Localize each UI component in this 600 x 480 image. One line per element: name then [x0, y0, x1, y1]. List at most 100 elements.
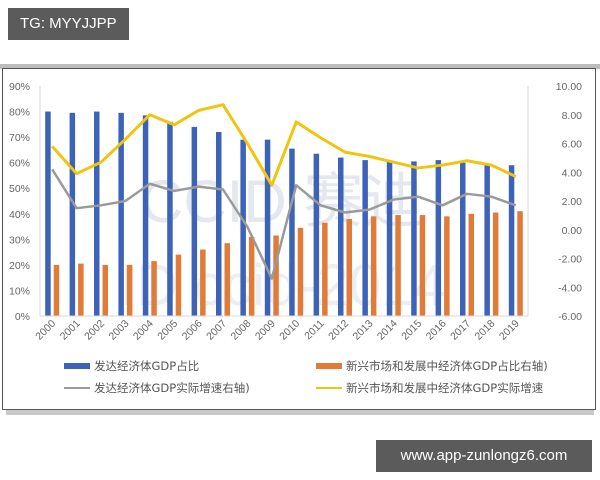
x-axis-tick: 2004: [131, 318, 156, 343]
left-axis-tick: 60%: [9, 158, 30, 170]
x-axis-tick: 2016: [424, 318, 449, 343]
left-axis-tick: 0%: [15, 311, 30, 323]
right-axis-tick: 10.00: [556, 81, 582, 93]
bar: [386, 161, 393, 316]
bar: [395, 215, 401, 316]
bar: [264, 139, 271, 316]
bar: [419, 215, 426, 316]
left-axis-tick: 30%: [9, 234, 30, 246]
left-axis-tick: 80%: [9, 107, 30, 119]
bar: [435, 160, 442, 316]
legend-label: 发达经济体GDP占比: [94, 359, 200, 373]
bar: [313, 153, 320, 316]
bar: [289, 148, 295, 316]
bar: [151, 261, 157, 316]
x-axis-tick: 2001: [58, 318, 83, 343]
bar: [53, 264, 60, 316]
top-divider: [0, 64, 600, 69]
bar: [167, 121, 173, 317]
x-axis-tick: 2011: [302, 318, 327, 343]
developed-growth-line: [51, 168, 517, 280]
bar: [142, 115, 149, 316]
legend-item-developed-share: 发达经济体GDP占比: [64, 358, 199, 374]
bar: [216, 132, 222, 316]
x-axis-tick: 2009: [253, 318, 278, 343]
left-y-axis: 0% 10% 20% 30% 40% 50% 60% 70% 80% 90%: [9, 81, 41, 323]
bar: [492, 212, 499, 316]
x-axis-tick: 2019: [497, 318, 522, 343]
bar: [444, 216, 450, 316]
left-axis-tick: 20%: [9, 260, 30, 272]
bar-series: [45, 111, 523, 317]
left-axis-tick: 50%: [9, 183, 30, 195]
bar: [240, 139, 246, 316]
bottom-divider: [6, 410, 594, 415]
x-axis-tick: 2005: [155, 318, 180, 343]
tag-badge: TG: MYYJJPP: [8, 8, 129, 40]
right-axis-tick: 4.00: [562, 167, 583, 179]
left-axis-tick: 90%: [9, 81, 30, 93]
bar: [126, 264, 133, 316]
x-axis-tick: 2010: [277, 318, 302, 343]
right-axis-tick: 6.00: [562, 139, 583, 151]
bar: [273, 235, 279, 316]
line-swatch-icon: [316, 387, 342, 389]
bar: [322, 222, 328, 316]
left-axis-tick: 40%: [9, 209, 30, 221]
bar: [175, 254, 182, 316]
right-axis-tick: -4.00: [558, 282, 582, 294]
bar: [94, 111, 100, 316]
x-axis: 2000 2001 2002 2003 2004 2005 2006 2007 2008 2009…: [33, 315, 528, 343]
bar: [118, 112, 124, 316]
right-y-axis: -6.00 -4.00 -2.00 0.00 2.00 4.00 6.00 8.00 10.00: [527, 81, 583, 323]
x-axis-tick: 2006: [180, 318, 205, 343]
bar: [517, 211, 523, 316]
bar: [508, 165, 515, 316]
bar: [468, 213, 474, 316]
bar: [224, 243, 230, 316]
bar: [69, 112, 76, 316]
x-axis-tick: 2002: [82, 318, 107, 343]
x-axis-tick: 2017: [448, 318, 473, 343]
bar: [484, 165, 490, 316]
x-axis-tick: 2012: [326, 318, 351, 343]
right-axis-tick: 8.00: [562, 110, 583, 122]
left-axis-tick: 10%: [9, 285, 30, 297]
bar: [297, 227, 304, 316]
right-axis-tick: 2.00: [562, 196, 583, 208]
legend-item-developed-growth: 发达经济体GDP实际增速右轴): [64, 380, 250, 396]
bar: [362, 160, 368, 316]
bar: [248, 236, 255, 316]
url-badge: www.app-zunlongz6.com: [376, 440, 592, 472]
bar-swatch-icon: [316, 363, 342, 369]
bar: [191, 126, 198, 316]
x-axis-tick: 2007: [204, 318, 229, 343]
bar: [78, 263, 84, 316]
right-axis-tick: -2.00: [558, 254, 582, 266]
emerging-growth-line: [51, 103, 517, 187]
x-axis-tick: 2015: [399, 318, 424, 343]
right-axis-tick: -6.00: [558, 311, 582, 323]
bar: [338, 157, 344, 316]
bar-swatch-icon: [64, 363, 90, 369]
bar: [411, 161, 417, 316]
legend-label: 发达经济体GDP实际增速右轴): [94, 381, 250, 395]
bar: [346, 218, 352, 316]
line-series: [51, 103, 517, 280]
chart-legend: 发达经济体GDP占比 新兴市场和发展中经济体GDP占比右轴) 发达经济体GDP实…: [0, 352, 600, 408]
legend-label: 新兴市场和发展中经济体GDP实际增速: [346, 381, 544, 395]
legend-item-emerging-share: 新兴市场和发展中经济体GDP占比右轴): [316, 358, 548, 374]
legend-item-emerging-growth: 新兴市场和发展中经济体GDP实际增速: [316, 380, 543, 396]
bar: [460, 162, 466, 316]
x-axis-tick: 2018: [473, 318, 498, 343]
left-axis-tick: 70%: [9, 132, 30, 144]
bar: [370, 216, 377, 316]
bar: [45, 111, 51, 316]
watermark-text: CCID 赛迪: [140, 168, 423, 235]
legend-label: 新兴市场和发展中经济体GDP占比右轴): [346, 359, 548, 373]
right-axis-tick: 0.00: [562, 225, 583, 237]
bar: [102, 264, 108, 316]
x-axis-tick: 2014: [375, 318, 400, 343]
x-axis-tick: 2000: [33, 318, 58, 343]
